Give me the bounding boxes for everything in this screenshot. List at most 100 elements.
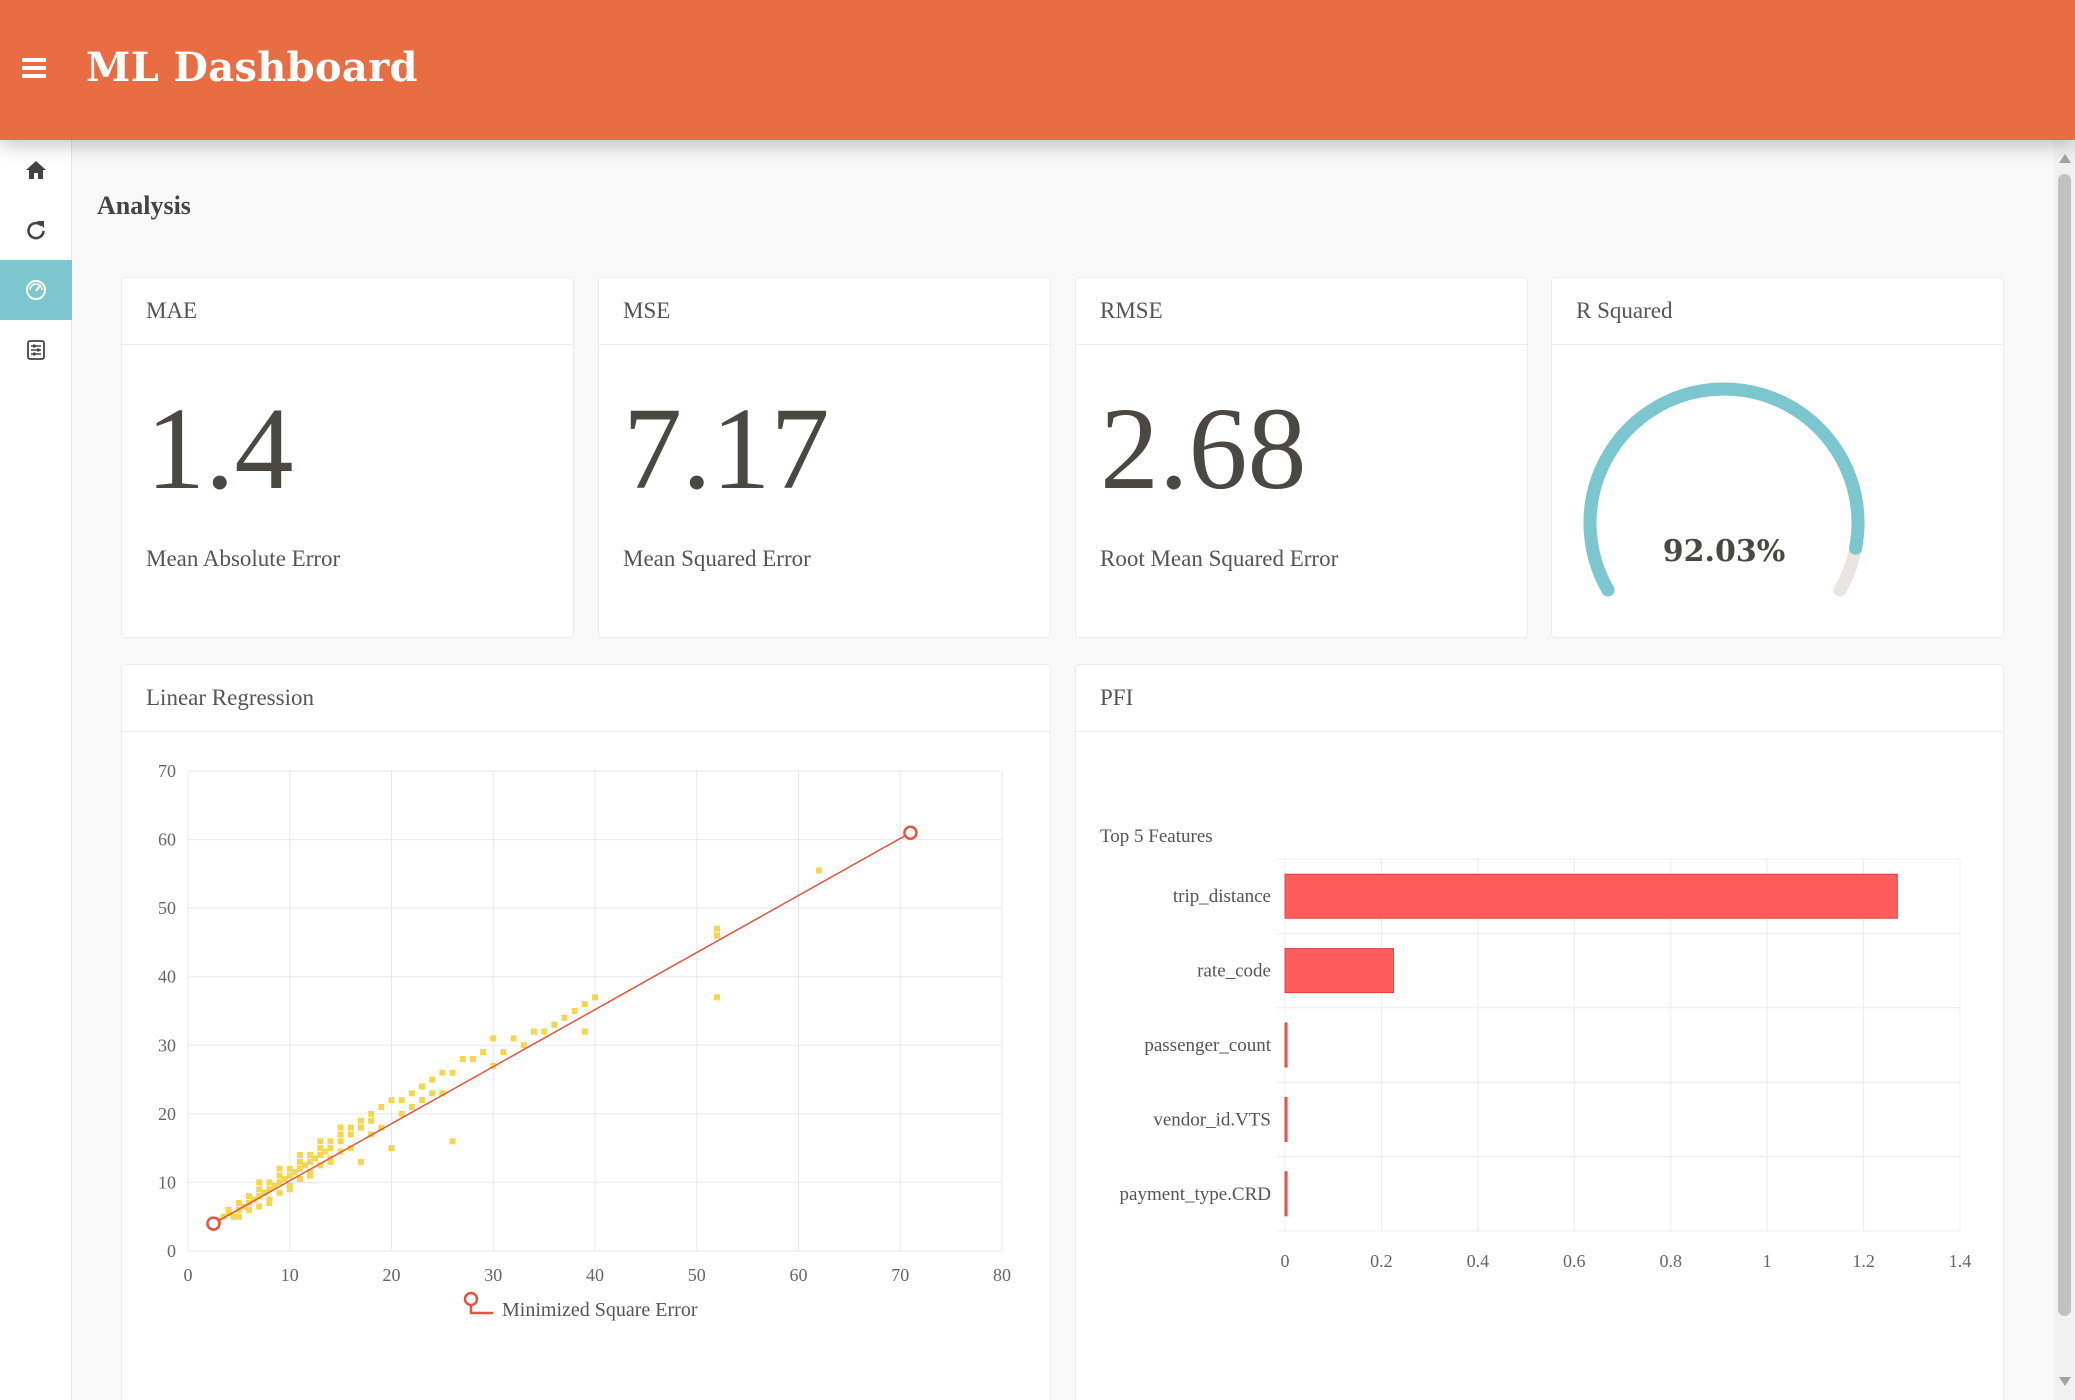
x-tick-label: 0 xyxy=(184,1265,193,1285)
scroll-down-arrow-icon[interactable] xyxy=(2059,1377,2071,1386)
metric-label: Mean Squared Error xyxy=(623,546,811,571)
x-tick-label: 30 xyxy=(484,1265,502,1285)
x-tick-label: 60 xyxy=(790,1265,808,1285)
category-label: passenger_count xyxy=(1144,1035,1271,1056)
gauge-value: 92.03% xyxy=(1663,534,1785,569)
category-label: trip_distance xyxy=(1173,886,1271,907)
scatter-point xyxy=(480,1049,487,1056)
scatter-point xyxy=(357,1124,364,1131)
scatter-point xyxy=(469,1056,476,1062)
scatter-point xyxy=(337,1138,344,1145)
scatter-point xyxy=(266,1200,273,1206)
scatter-point xyxy=(490,1035,497,1042)
regression-grid xyxy=(187,770,1003,1252)
scatter-point xyxy=(276,1179,283,1186)
scatter-point xyxy=(327,1158,334,1165)
pfi-card: PFI Top 5 Features trip_distance rate_cod… xyxy=(1075,664,2004,1400)
scatter-point xyxy=(296,1158,303,1165)
sidebar xyxy=(0,140,72,1400)
scatter-point xyxy=(357,1158,364,1165)
scatter-point xyxy=(551,1021,558,1028)
scatter-point xyxy=(815,867,822,874)
scatter-point xyxy=(327,1138,334,1145)
y-tick-label: 0 xyxy=(167,1241,176,1261)
speedometer-icon xyxy=(26,280,46,300)
y-tick-label: 20 xyxy=(158,1104,176,1124)
scatter-point xyxy=(520,1042,527,1049)
scatter-point xyxy=(261,1189,268,1196)
linear-regression-card: Linear Regression 0 10 20 30 40 50 60 70 80 0 10 20… xyxy=(121,664,1051,1400)
scatter-point xyxy=(337,1124,344,1131)
scatter-point xyxy=(378,1104,385,1110)
metric-label: Mean Absolute Error xyxy=(146,546,341,571)
card-title: Linear Regression xyxy=(122,665,1050,732)
top-app-bar: ML Dashboard xyxy=(0,0,2075,140)
scrollbar-thumb[interactable] xyxy=(2058,174,2071,1316)
sidebar-item-home[interactable] xyxy=(0,140,72,200)
card-title: MAE xyxy=(122,278,573,345)
x-tick-label: 0.4 xyxy=(1467,1251,1490,1271)
scatter-point xyxy=(419,1097,426,1104)
scroll-up-arrow-icon[interactable] xyxy=(2059,154,2071,163)
scatter-point xyxy=(530,1028,537,1035)
scatter-point xyxy=(307,1169,314,1176)
scatter-point xyxy=(714,925,721,932)
legend-label: Minimized Square Error xyxy=(502,1299,698,1321)
scatter-point xyxy=(225,1210,232,1217)
category-label: vendor_id.VTS xyxy=(1153,1109,1271,1130)
scatter-point xyxy=(581,1028,588,1035)
sidebar-item-refresh[interactable] xyxy=(0,200,72,260)
pfi-chart: Top 5 Features trip_distance rate_codepas… xyxy=(1100,826,1972,1271)
metric-label: Root Mean Squared Error xyxy=(1100,546,1339,571)
scatter-point xyxy=(296,1152,303,1158)
sidebar-item-settings[interactable] xyxy=(0,320,72,380)
scatter-point xyxy=(347,1124,354,1131)
scatter-point xyxy=(266,1196,273,1203)
scatter-point xyxy=(230,1213,237,1220)
x-tick-label: 0.2 xyxy=(1370,1251,1393,1271)
scatter-point xyxy=(235,1213,242,1220)
sidebar-item-dashboard[interactable] xyxy=(0,260,72,320)
scatter-point xyxy=(449,1138,456,1145)
card-title: MSE xyxy=(599,278,1050,345)
scatter-point xyxy=(286,1186,293,1193)
scatter-point xyxy=(307,1158,314,1165)
hamburger-menu-icon[interactable] xyxy=(22,58,46,78)
x-tick-label: 1.4 xyxy=(1949,1251,1972,1271)
bar xyxy=(1284,1022,1288,1068)
regression-tick-labels: 0 10 20 30 40 50 60 70 80 0 10 20 30 40 50 60 70 xyxy=(158,761,1011,1285)
bar xyxy=(1284,873,1898,919)
category-label: payment_type.CRD xyxy=(1120,1184,1271,1205)
scatter-point xyxy=(398,1097,405,1104)
legend-marker-icon xyxy=(463,1291,479,1307)
scatter-point xyxy=(561,1014,568,1021)
scatter-point xyxy=(368,1117,375,1124)
card-title: RMSE xyxy=(1076,278,1527,345)
scatter-point xyxy=(266,1186,273,1193)
r-squared-card: R Squared 92.03% xyxy=(1551,277,2004,638)
scatter-point xyxy=(571,1008,578,1014)
app-title: ML Dashboard xyxy=(86,44,418,91)
pfi-grid xyxy=(1277,858,1961,1232)
settings-document-icon xyxy=(27,340,45,360)
y-tick-label: 40 xyxy=(158,967,176,987)
scatter-point xyxy=(276,1165,283,1172)
category-label: rate_code xyxy=(1197,961,1271,982)
regression-legend[interactable]: Minimized Square Error xyxy=(463,1291,698,1321)
bar xyxy=(1284,948,1394,994)
x-tick-label: 80 xyxy=(993,1265,1011,1285)
scatter-point xyxy=(439,1090,446,1097)
x-tick-label: 20 xyxy=(383,1265,401,1285)
scatter-point xyxy=(347,1145,354,1152)
vertical-scrollbar[interactable] xyxy=(2054,140,2075,1400)
line-endpoint-marker xyxy=(206,1216,221,1231)
scatter-point xyxy=(271,1182,278,1189)
scatter-point xyxy=(246,1193,253,1200)
y-tick-label: 70 xyxy=(158,761,176,781)
x-tick-label: 70 xyxy=(891,1265,909,1285)
scatter-point xyxy=(388,1145,395,1152)
metric-value: 7.17 xyxy=(623,383,830,514)
scatter-point xyxy=(459,1056,466,1062)
scatter-point xyxy=(592,994,598,1001)
scatter-point xyxy=(510,1035,517,1042)
